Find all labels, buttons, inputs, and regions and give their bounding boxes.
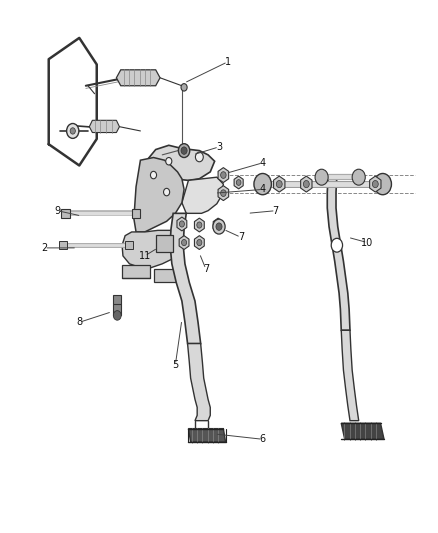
Polygon shape: [370, 176, 381, 192]
Bar: [122, 265, 150, 278]
Polygon shape: [341, 423, 384, 439]
Circle shape: [166, 158, 172, 165]
Circle shape: [181, 239, 187, 246]
Bar: [61, 208, 70, 218]
Text: 7: 7: [238, 232, 244, 243]
Polygon shape: [188, 429, 226, 442]
Circle shape: [374, 173, 392, 195]
Polygon shape: [327, 176, 350, 330]
Polygon shape: [218, 167, 229, 182]
Bar: [125, 241, 133, 249]
Bar: [153, 269, 180, 282]
Circle shape: [213, 219, 225, 234]
Polygon shape: [234, 176, 243, 189]
Text: 7: 7: [203, 264, 209, 274]
Text: 10: 10: [361, 238, 374, 247]
Circle shape: [70, 128, 75, 134]
Circle shape: [67, 124, 79, 139]
Circle shape: [197, 239, 202, 246]
Polygon shape: [194, 236, 204, 249]
Circle shape: [178, 144, 190, 158]
Circle shape: [181, 84, 187, 91]
Text: 4: 4: [260, 184, 266, 195]
Text: 11: 11: [139, 251, 151, 261]
Polygon shape: [213, 218, 223, 232]
Text: 5: 5: [172, 360, 178, 370]
Polygon shape: [182, 177, 223, 213]
Circle shape: [331, 238, 343, 252]
Circle shape: [315, 169, 328, 185]
Bar: [155, 235, 173, 252]
Text: 8: 8: [76, 317, 82, 327]
Circle shape: [150, 171, 156, 179]
Circle shape: [197, 222, 202, 228]
Circle shape: [276, 181, 282, 188]
Circle shape: [216, 223, 222, 230]
Polygon shape: [122, 230, 182, 268]
Text: 9: 9: [54, 206, 60, 216]
Circle shape: [254, 173, 272, 195]
Circle shape: [372, 181, 378, 188]
Text: 3: 3: [216, 142, 222, 152]
Polygon shape: [274, 176, 285, 192]
Circle shape: [195, 152, 203, 162]
Circle shape: [215, 222, 221, 228]
Polygon shape: [170, 213, 201, 344]
Polygon shape: [194, 218, 204, 232]
Text: 4: 4: [260, 158, 266, 168]
Circle shape: [181, 147, 187, 155]
Circle shape: [163, 188, 170, 196]
Polygon shape: [177, 217, 187, 231]
Polygon shape: [341, 330, 359, 421]
Text: 7: 7: [272, 206, 279, 216]
Circle shape: [221, 172, 226, 179]
Bar: [59, 241, 67, 249]
Circle shape: [113, 311, 121, 320]
Circle shape: [352, 169, 365, 185]
Circle shape: [221, 190, 226, 197]
Text: 6: 6: [260, 434, 266, 445]
Polygon shape: [179, 236, 189, 249]
Text: 1: 1: [225, 57, 231, 67]
Polygon shape: [134, 158, 184, 232]
Polygon shape: [187, 344, 210, 421]
Circle shape: [179, 221, 184, 227]
Text: 2: 2: [41, 243, 47, 253]
Circle shape: [304, 181, 309, 188]
Circle shape: [236, 180, 241, 185]
Bar: [113, 295, 121, 316]
Polygon shape: [117, 70, 160, 86]
Polygon shape: [89, 120, 120, 133]
Polygon shape: [141, 146, 215, 180]
Polygon shape: [218, 185, 229, 200]
Bar: [132, 208, 141, 218]
Polygon shape: [300, 176, 312, 192]
